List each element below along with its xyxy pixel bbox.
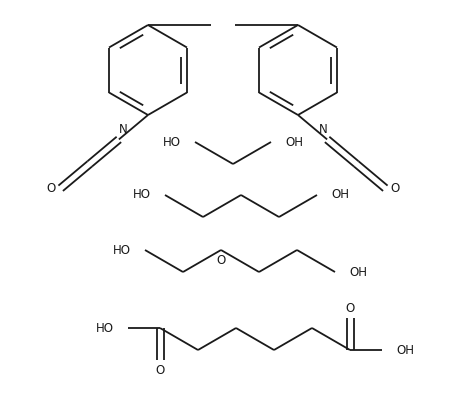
Text: N: N — [118, 123, 127, 136]
Text: O: O — [345, 302, 355, 314]
Text: OH: OH — [331, 188, 349, 202]
Text: HO: HO — [113, 244, 131, 256]
Text: O: O — [155, 364, 165, 376]
Text: O: O — [46, 182, 55, 195]
Text: O: O — [217, 254, 226, 266]
Text: HO: HO — [163, 136, 181, 148]
Text: O: O — [391, 182, 400, 195]
Text: OH: OH — [396, 344, 414, 356]
Text: N: N — [319, 123, 327, 136]
Text: HO: HO — [133, 188, 151, 202]
Text: OH: OH — [285, 136, 303, 148]
Text: OH: OH — [349, 266, 367, 278]
Text: HO: HO — [96, 322, 114, 334]
